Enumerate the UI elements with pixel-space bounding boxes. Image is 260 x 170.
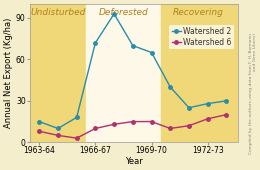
Bar <box>86 4 161 142</box>
Text: Recovering: Recovering <box>173 8 224 17</box>
Text: Compiled by the authors using data from F. H. Bormann
and Gene Likens): Compiled by the authors using data from … <box>249 33 257 154</box>
Text: Undisturbed: Undisturbed <box>30 8 86 17</box>
Bar <box>30 4 86 142</box>
Text: Deforested: Deforested <box>99 8 148 17</box>
Y-axis label: Annual Net Export (Kg/ha): Annual Net Export (Kg/ha) <box>4 18 13 128</box>
Legend: Watershed 2, Watershed 6: Watershed 2, Watershed 6 <box>170 24 234 49</box>
Bar <box>161 4 238 142</box>
X-axis label: Year: Year <box>125 157 143 166</box>
